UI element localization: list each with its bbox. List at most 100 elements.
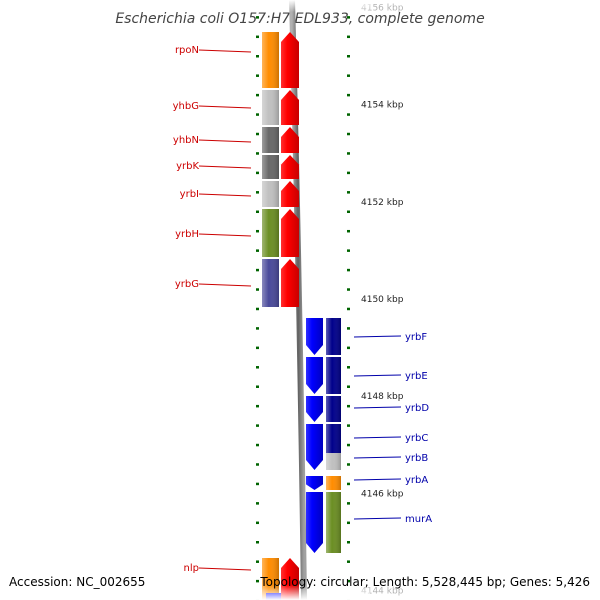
tick-mark — [256, 482, 259, 486]
tick-mark — [256, 55, 259, 58]
gene-leader-line — [353, 374, 402, 377]
gene-yrbI[interactable]: yrbI — [180, 181, 299, 207]
tick-mark — [347, 560, 350, 563]
gene-arrow — [281, 155, 299, 179]
gene-murA[interactable]: murA — [306, 492, 432, 553]
tick-mark — [256, 327, 259, 330]
cog-block-shade — [326, 318, 341, 355]
scale-label: 4146 kbp — [361, 489, 404, 499]
tick-mark — [256, 541, 259, 544]
scale-labels: 4156 kbp 4154 kbp 4152 kbp 4150 kbp 4148 kbp… — [361, 3, 404, 596]
gene-yrbB[interactable]: yrbB — [326, 453, 428, 470]
tick-mark — [347, 463, 350, 466]
top-fade — [250, 0, 370, 12]
tick-mark — [347, 16, 350, 19]
tick-mark — [347, 541, 350, 544]
tick-mark — [256, 560, 259, 563]
tick-mark — [256, 385, 259, 388]
tick-mark — [347, 482, 350, 486]
gene-label: yrbG — [175, 279, 199, 290]
cog-block-shade — [262, 90, 279, 125]
tick-mark — [256, 210, 259, 214]
tick-mark — [256, 463, 259, 466]
tick-mark — [256, 152, 259, 155]
gene-arrow — [306, 357, 323, 394]
tick-mark — [256, 502, 259, 505]
bottom-fade — [250, 585, 370, 600]
gene-arrow — [281, 32, 299, 88]
gene-arrow — [306, 492, 323, 553]
tick-mark — [347, 424, 350, 427]
gene-leader-line — [198, 567, 252, 571]
topology-label: Topology: circular; Length: 5,528,445 bp… — [260, 575, 590, 589]
gene-leader-line — [198, 139, 252, 143]
tick-mark — [347, 288, 350, 291]
gene-leader-line — [353, 517, 402, 520]
gene-yrbF[interactable]: yrbF — [306, 318, 427, 355]
gene-label: yrbI — [180, 189, 199, 200]
scale-label: 4148 kbp — [361, 392, 404, 402]
cog-block-shade — [262, 209, 279, 257]
gene-arrow — [281, 181, 299, 207]
scale-label: 4144 kbp — [361, 587, 404, 597]
scale-label: 4154 kbp — [361, 101, 404, 111]
gene-yrbA[interactable]: yrbA — [306, 475, 428, 490]
gene-rpoN[interactable]: rpoN — [175, 32, 299, 88]
gene-arrow — [281, 90, 299, 125]
gene-yrbD[interactable]: yrbD — [306, 396, 429, 422]
tick-mark — [256, 288, 259, 291]
gene-yrbE[interactable]: yrbE — [306, 357, 428, 394]
gene-leader-line — [198, 165, 252, 169]
gene-label: murA — [405, 514, 432, 525]
tick-mark — [347, 579, 350, 583]
tick-mark — [256, 579, 259, 583]
tick-mark — [256, 35, 259, 39]
gene-label: yrbE — [405, 371, 428, 382]
tick-mark — [347, 210, 350, 214]
gene-yrbK[interactable]: yrbK — [176, 155, 299, 179]
gene-leader-line — [198, 49, 252, 53]
tick-mark — [347, 366, 350, 369]
tick-mark — [347, 502, 350, 505]
scale-label: 4156 kbp — [361, 3, 404, 13]
tick-mark — [347, 113, 350, 116]
gene-yhbN[interactable]: yhbN — [173, 127, 299, 153]
gene-leader-line — [353, 456, 402, 459]
gene-arrow — [281, 259, 299, 307]
gene-leader-line — [353, 335, 402, 338]
gene-yhbG[interactable]: yhbG — [173, 90, 299, 125]
tick-mark — [256, 16, 259, 19]
cog-block-shade — [326, 453, 341, 470]
tick-mark — [347, 229, 350, 233]
cog-block-shade — [262, 127, 279, 153]
tick-mark — [256, 346, 259, 350]
gene-label: yrbF — [405, 332, 427, 343]
tick-mark — [347, 443, 350, 447]
gene-yrbG[interactable]: yrbG — [175, 259, 299, 307]
gene-arrow — [306, 318, 323, 355]
tick-mark — [347, 385, 350, 388]
tick-mark — [256, 229, 259, 233]
cog-block-shade — [326, 492, 341, 553]
tick-mark — [347, 307, 350, 311]
tick-mark — [256, 404, 259, 408]
tick-mark — [256, 132, 259, 136]
map-title: Escherichia coli O157:H7 EDL933, complet… — [115, 11, 484, 27]
cog-block-shade — [262, 155, 279, 179]
cog-block-shade — [262, 181, 279, 207]
forward-strand-genes: yrbF yrbE yrbD yrbC yrbB yrbA murA — [306, 318, 432, 553]
tick-mark — [256, 307, 259, 311]
tick-mark — [256, 171, 259, 175]
tick-mark — [256, 424, 259, 427]
cog-block-shade — [326, 396, 341, 422]
gene-label: rpoN — [175, 45, 199, 56]
tick-mark — [347, 346, 350, 350]
gene-label: yrbK — [176, 161, 199, 172]
cog-block-shade — [326, 357, 341, 394]
gene-yrbH[interactable]: yrbH — [175, 209, 299, 257]
gene-leader-line — [198, 233, 252, 237]
tick-mark — [347, 171, 350, 175]
scale-label: 4150 kbp — [361, 295, 404, 305]
tick-mark — [256, 521, 259, 525]
